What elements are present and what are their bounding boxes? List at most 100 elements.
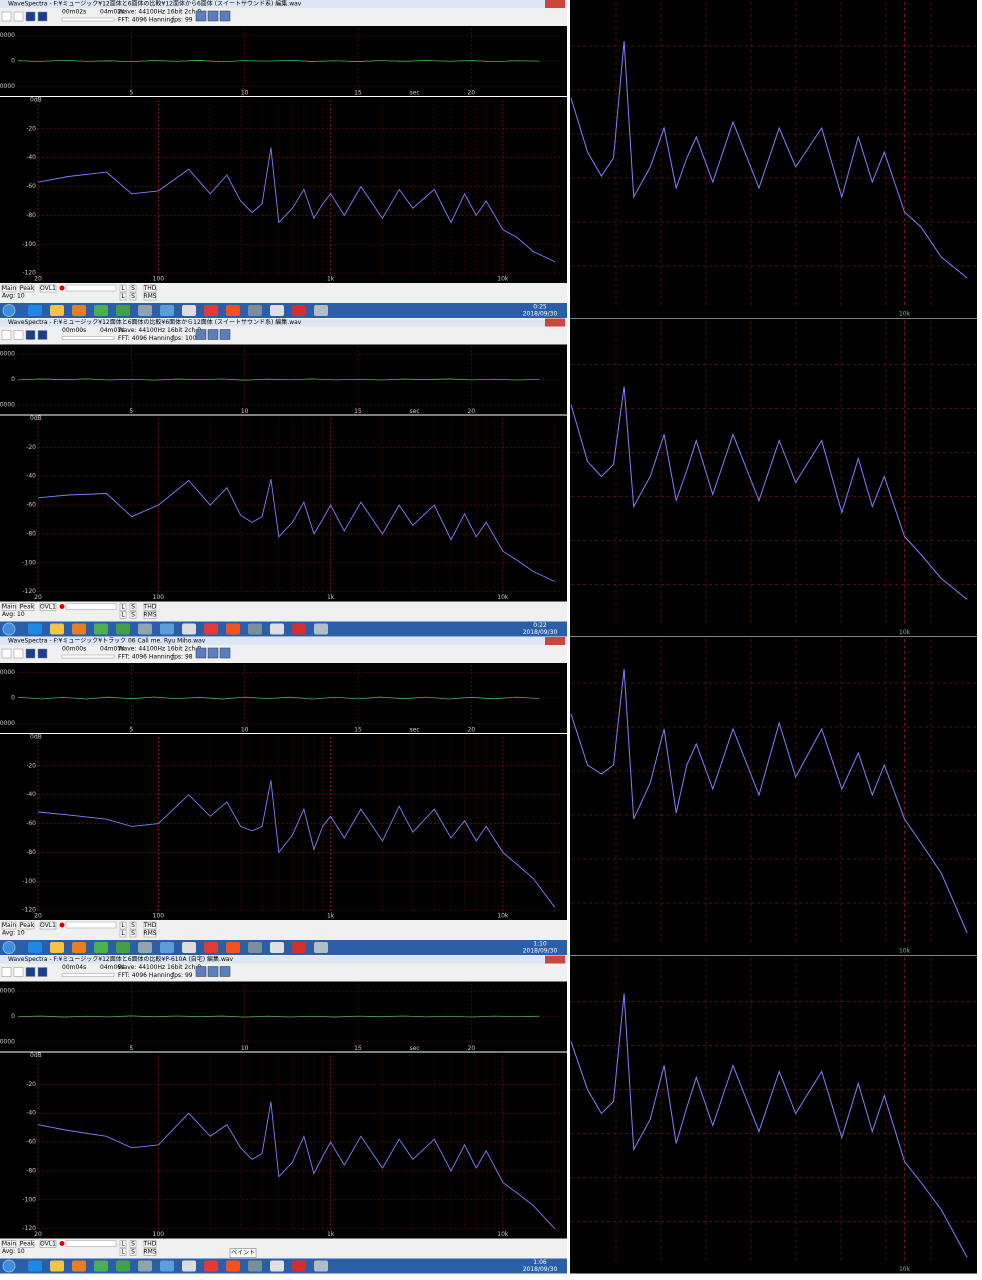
taskbar-icon[interactable]: [182, 1260, 196, 1272]
taskbar-icon[interactable]: [270, 942, 284, 953]
close-button[interactable]: [545, 0, 565, 8]
toolbar-button[interactable]: [1, 11, 12, 22]
toolbar-button[interactable]: [37, 967, 48, 977]
tool-icon[interactable]: [219, 329, 231, 340]
taskbar-icon[interactable]: [182, 942, 196, 953]
taskbar-icon[interactable]: [138, 942, 152, 953]
control-button[interactable]: [1, 921, 17, 930]
taskbar-icon[interactable]: [248, 1260, 262, 1272]
seek-bar[interactable]: [61, 973, 115, 977]
taskbar-icon[interactable]: [314, 1260, 328, 1272]
toolbar-button[interactable]: [1, 967, 12, 977]
control-button[interactable]: [143, 292, 157, 301]
taskbar-icon[interactable]: [182, 623, 196, 635]
toolbar-button[interactable]: [13, 11, 24, 22]
control-button[interactable]: [143, 1248, 157, 1256]
taskbar-icon[interactable]: [72, 1260, 86, 1272]
tool-icon[interactable]: [195, 966, 207, 977]
taskbar-icon[interactable]: [138, 1260, 152, 1272]
tool-icon[interactable]: [207, 647, 219, 659]
control-button[interactable]: [119, 603, 127, 611]
taskbar-icon[interactable]: [226, 305, 240, 316]
close-button[interactable]: [545, 318, 565, 327]
tool-icon[interactable]: [195, 10, 207, 22]
taskbar-icon[interactable]: [116, 1260, 130, 1272]
taskbar-icon[interactable]: [226, 623, 240, 635]
control-button[interactable]: [143, 1240, 157, 1248]
taskbar-icon[interactable]: [94, 1260, 108, 1272]
seek-bar[interactable]: [61, 17, 115, 22]
taskbar-icon[interactable]: [226, 942, 240, 953]
control-button[interactable]: [129, 611, 137, 619]
control-button[interactable]: [129, 1240, 137, 1248]
taskbar-icon[interactable]: [50, 942, 64, 953]
toolbar-button[interactable]: [37, 648, 48, 659]
tool-icon[interactable]: [195, 647, 207, 659]
taskbar-icon[interactable]: [72, 305, 86, 316]
tool-icon[interactable]: [219, 966, 231, 977]
taskbar-icon[interactable]: [292, 942, 306, 953]
control-button[interactable]: [19, 1240, 35, 1248]
taskbar-icon[interactable]: [28, 1260, 42, 1272]
tool-icon[interactable]: [219, 647, 231, 659]
tool-icon[interactable]: [207, 10, 219, 22]
taskbar-icon[interactable]: [94, 305, 108, 316]
taskbar-icon[interactable]: [72, 942, 86, 953]
close-button[interactable]: [545, 637, 565, 645]
taskbar-icon[interactable]: [204, 305, 218, 316]
control-button[interactable]: [1, 1240, 17, 1248]
tool-icon[interactable]: [219, 10, 231, 22]
taskbar-icon[interactable]: [138, 623, 152, 635]
control-button[interactable]: [1, 603, 17, 611]
taskbar-icon[interactable]: [182, 305, 196, 316]
taskbar-icon[interactable]: [248, 305, 262, 316]
taskbar-icon[interactable]: [116, 942, 130, 953]
control-button[interactable]: [129, 1248, 137, 1256]
toolbar-button[interactable]: [37, 330, 48, 340]
control-button[interactable]: [39, 921, 57, 930]
taskbar-icon[interactable]: [270, 305, 284, 316]
taskbar-icon[interactable]: [160, 305, 174, 316]
control-button[interactable]: [119, 292, 127, 301]
tool-icon[interactable]: [195, 329, 207, 340]
control-button[interactable]: [143, 603, 157, 611]
control-button[interactable]: [119, 921, 127, 930]
taskbar-icon[interactable]: [248, 623, 262, 635]
control-button[interactable]: [129, 929, 137, 938]
toolbar-button[interactable]: [25, 330, 36, 340]
taskbar-icon[interactable]: [314, 942, 328, 953]
taskbar-icon[interactable]: [160, 1260, 174, 1272]
taskbar-icon[interactable]: [28, 305, 42, 316]
taskbar-icon[interactable]: [204, 623, 218, 635]
taskbar-icon[interactable]: [138, 305, 152, 316]
control-button[interactable]: [143, 929, 157, 938]
taskbar-icon[interactable]: [116, 305, 130, 316]
control-button[interactable]: [119, 284, 127, 293]
taskbar-icon[interactable]: [160, 623, 174, 635]
taskbar-icon[interactable]: [50, 623, 64, 635]
control-button[interactable]: [19, 921, 35, 930]
taskbar-icon[interactable]: [270, 1260, 284, 1272]
start-button[interactable]: [2, 622, 16, 636]
toolbar-button[interactable]: [25, 648, 36, 659]
control-button[interactable]: [39, 284, 57, 293]
taskbar-icon[interactable]: [292, 1260, 306, 1272]
start-button[interactable]: [2, 1259, 16, 1273]
toolbar-button[interactable]: [13, 330, 24, 340]
control-button[interactable]: [143, 284, 157, 293]
taskbar-icon[interactable]: [292, 305, 306, 316]
control-button[interactable]: [39, 1240, 57, 1248]
control-button[interactable]: [1, 284, 17, 293]
control-button[interactable]: [129, 921, 137, 930]
taskbar-icon[interactable]: [50, 1260, 64, 1272]
control-button[interactable]: [19, 603, 35, 611]
taskbar-icon[interactable]: [248, 942, 262, 953]
taskbar-icon[interactable]: [226, 1260, 240, 1272]
control-button[interactable]: [129, 284, 137, 293]
control-button[interactable]: [119, 929, 127, 938]
control-button[interactable]: [143, 611, 157, 619]
taskbar-icon[interactable]: [204, 942, 218, 953]
taskbar-icon[interactable]: [94, 942, 108, 953]
control-button[interactable]: [129, 292, 137, 301]
toolbar-button[interactable]: [13, 648, 24, 659]
